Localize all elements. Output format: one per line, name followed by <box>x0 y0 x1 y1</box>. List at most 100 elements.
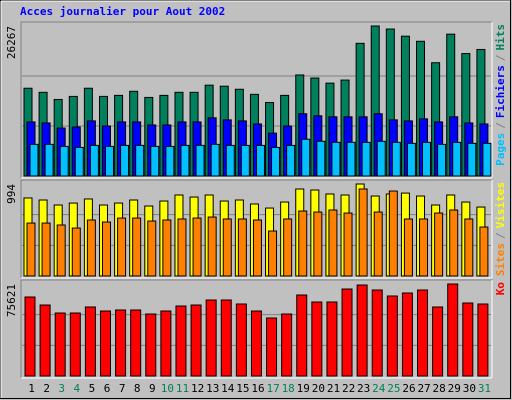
bar <box>26 222 36 277</box>
bar <box>331 141 341 177</box>
bar <box>286 144 296 177</box>
bar <box>434 212 444 277</box>
bar <box>210 143 220 177</box>
legend-separator: / <box>494 232 507 239</box>
chart-title: Acces journalier pour Aout 2002 <box>20 5 225 18</box>
x-tick-label: 3 <box>58 382 65 395</box>
legend: Sites / Visites <box>494 182 507 276</box>
bar <box>271 146 281 177</box>
bar <box>316 140 326 177</box>
bar <box>135 144 145 177</box>
bar <box>74 146 84 177</box>
legend-separator: / <box>494 122 507 129</box>
x-tick-label: 4 <box>74 382 81 395</box>
bar <box>69 312 81 377</box>
bar <box>225 144 235 177</box>
bar <box>283 218 293 277</box>
bar <box>266 317 278 377</box>
bar <box>462 302 474 377</box>
bar <box>432 306 444 377</box>
bar <box>252 219 262 277</box>
x-tick-label: 27 <box>417 382 430 395</box>
x-tick-label: 19 <box>297 382 310 395</box>
x-tick-label: 29 <box>448 382 461 395</box>
legend: Pages / Fichiers / Hits <box>494 24 507 166</box>
x-tick-label: 28 <box>433 382 446 395</box>
bar <box>358 188 368 277</box>
bar <box>41 222 51 277</box>
bar <box>449 209 459 277</box>
bar <box>235 303 247 377</box>
bar <box>39 304 51 377</box>
x-tick-label: 14 <box>221 382 235 395</box>
bar <box>386 295 398 377</box>
bar <box>371 289 383 377</box>
bar <box>417 289 429 377</box>
bar <box>175 305 187 377</box>
bar <box>301 138 311 177</box>
bar <box>147 220 157 277</box>
bar <box>44 143 54 177</box>
x-tick-label: 20 <box>312 382 325 395</box>
x-tick-label: 30 <box>463 382 476 395</box>
x-tick-label: 5 <box>89 382 96 395</box>
x-tick-label: 26 <box>402 382 415 395</box>
bar <box>255 144 265 177</box>
bar <box>56 224 66 277</box>
bar <box>165 145 175 177</box>
legend-entry: Pages <box>494 133 507 166</box>
bar <box>328 209 338 277</box>
bar <box>117 217 127 277</box>
bar <box>59 145 69 177</box>
bar <box>101 221 111 277</box>
x-tick-label: 24 <box>372 382 386 395</box>
y-tick-label: 26267 <box>5 26 18 59</box>
bar <box>422 141 432 177</box>
bar <box>145 313 157 377</box>
bar <box>195 144 205 177</box>
bar <box>482 142 492 177</box>
bar <box>86 219 96 277</box>
bar <box>132 217 142 277</box>
bar <box>250 310 262 377</box>
bar <box>240 144 250 177</box>
bar <box>162 219 172 277</box>
bar <box>104 145 114 177</box>
bar <box>401 292 413 377</box>
bar <box>326 301 338 377</box>
bar <box>437 143 447 177</box>
bar <box>99 310 111 377</box>
bar <box>54 312 66 377</box>
bar <box>220 299 232 377</box>
bar <box>447 283 459 377</box>
x-tick-label: 8 <box>134 382 141 395</box>
x-tick-label: 1 <box>28 382 35 395</box>
bar <box>391 141 401 177</box>
bar <box>452 141 462 177</box>
legend-entry: Hits <box>494 24 507 51</box>
x-tick-label: 17 <box>266 382 279 395</box>
bar <box>467 142 477 177</box>
bar <box>120 144 130 177</box>
bar <box>361 141 371 177</box>
bar <box>24 296 36 377</box>
x-tick-label: 6 <box>104 382 111 395</box>
bar <box>341 288 353 377</box>
x-tick-label: 23 <box>357 382 370 395</box>
x-tick-label: 2 <box>43 382 50 395</box>
legend-entry: Visites <box>494 182 507 228</box>
x-tick-label: 31 <box>478 382 491 395</box>
x-tick-label: 12 <box>191 382 204 395</box>
x-tick-label: 10 <box>161 382 174 395</box>
bar <box>207 216 217 277</box>
bar <box>222 218 232 277</box>
bar <box>403 218 413 277</box>
bar <box>190 304 202 377</box>
bar <box>71 227 81 277</box>
bar <box>296 294 308 377</box>
bar <box>356 284 368 377</box>
bar <box>84 306 96 377</box>
bar <box>130 309 142 377</box>
bar <box>376 140 386 177</box>
